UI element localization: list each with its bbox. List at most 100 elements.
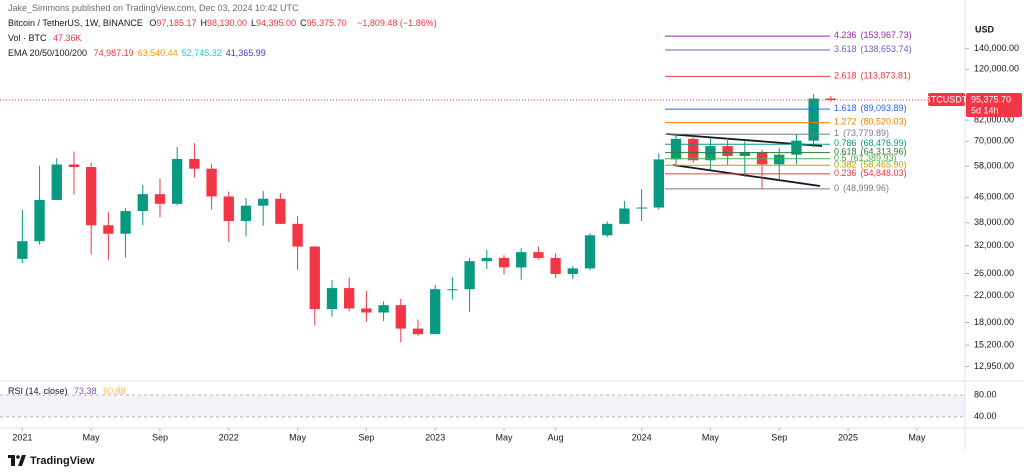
fib-ratio: 4.236 xyxy=(834,30,857,40)
fib-label: 1.272 (80,520.03) xyxy=(834,117,907,127)
x-tick-label: Sep xyxy=(771,432,787,442)
currency: USD xyxy=(975,24,995,34)
fib-price: (138,653.74) xyxy=(861,44,912,54)
volume-label: Vol · BTC xyxy=(8,33,47,43)
candle-body xyxy=(326,288,338,310)
fib-label: 0.5 (61,389.93) xyxy=(834,153,897,163)
candle-body xyxy=(653,159,664,208)
candle-body xyxy=(68,164,80,168)
fib-ratio: 2.618 xyxy=(834,71,857,81)
fib-label: 2.618 (113,873.81) xyxy=(834,71,911,81)
fib-price: (89,093.89) xyxy=(861,103,907,113)
x-tick-label: May xyxy=(83,432,101,442)
candle-body xyxy=(619,208,630,224)
candle-body xyxy=(602,223,613,236)
fib-ratio: 0.5 xyxy=(834,153,847,163)
candle-body xyxy=(533,252,544,258)
fib-ratio: 0.382 xyxy=(834,160,857,170)
x-tick-label: 2023 xyxy=(425,432,445,442)
ohlc-key: H xyxy=(200,18,207,28)
fib-price: (48,999.96) xyxy=(843,183,889,193)
fib-ratio: 0.786 xyxy=(834,139,857,149)
ema-value: 63,540.44 xyxy=(137,48,178,58)
fib-price: (58,465.90) xyxy=(861,160,907,170)
ohlc-key: C xyxy=(300,18,307,28)
candle-body xyxy=(206,168,217,197)
ema-label: EMA 20/50/100/200 xyxy=(8,48,88,58)
logo xyxy=(8,455,26,466)
publisher: Jake_Simmons published on TradingView.co… xyxy=(8,3,299,13)
y-tick-label: 70,000.00 xyxy=(974,136,1014,146)
ema-value: 41,365.99 xyxy=(225,48,266,58)
y-tick-label: 82,000.00 xyxy=(974,115,1014,125)
fib-price: (113,873.81) xyxy=(861,71,911,81)
y-tick-label: 140,000.00 xyxy=(974,43,1019,53)
ohlc-key: O xyxy=(149,18,157,28)
y-tick-label: 38,000.00 xyxy=(974,217,1014,227)
y-tick-label: 12,950.00 xyxy=(974,361,1014,371)
ohlc-value: 97,185.17 xyxy=(156,18,197,28)
fib-price: (64,313.96) xyxy=(861,147,907,157)
symbol: Bitcoin / TetherUS, 1W, BINANCE xyxy=(8,18,143,28)
candle-body xyxy=(395,305,406,329)
x-tick-label: May xyxy=(702,432,720,442)
channel-line xyxy=(672,164,821,187)
fib-ratio: 1 xyxy=(834,129,839,139)
ema-line: EMA 20/50/100/200 74,987.19 63,540.44 52,7… xyxy=(8,48,274,58)
price-tag-value: 95,375.70 xyxy=(971,94,1011,104)
fib-price: (153,967.73) xyxy=(861,30,912,40)
candle-body xyxy=(464,261,475,290)
candle-body xyxy=(223,196,234,222)
candle-body xyxy=(189,158,200,169)
rsi-band xyxy=(0,395,965,417)
candle-body xyxy=(17,241,28,259)
rsi-value: 73.38 xyxy=(74,386,97,396)
ohlc-value: 95,375.70 xyxy=(306,18,347,28)
volume-value: 47.36K xyxy=(53,33,82,43)
candle-body xyxy=(412,328,424,335)
candle-body xyxy=(172,158,183,204)
candle-body xyxy=(498,257,510,268)
candle-body xyxy=(240,205,252,222)
fib-ratio: 1.272 xyxy=(834,117,857,127)
fib-label: 0.786 (68,476.99) xyxy=(834,139,907,149)
candle-body xyxy=(103,225,114,234)
x-tick-label: Aug xyxy=(548,432,564,442)
symbol-line: Bitcoin / TetherUS, 1W, BINANCE O97,185.… xyxy=(8,18,441,28)
y-tick-label: 22,000.00 xyxy=(974,290,1014,300)
fib-price: (61,389.93) xyxy=(851,153,897,163)
rsi-tick-label: 80.00 xyxy=(974,389,997,399)
price-tag-countdown: 5d 14h xyxy=(971,105,999,115)
price-tag-symbol-bg xyxy=(928,92,965,106)
candle-body xyxy=(292,223,303,247)
x-tick-label: Sep xyxy=(152,432,168,442)
candle-body xyxy=(481,257,492,262)
candle-body xyxy=(756,151,768,165)
candle-body xyxy=(154,194,166,204)
x-tick-label: May xyxy=(908,432,926,442)
candle-body xyxy=(344,288,355,309)
y-tick-label: 18,000.00 xyxy=(974,317,1014,327)
fib-price: (54,848.03) xyxy=(861,168,907,178)
candle-body xyxy=(120,211,131,234)
fib-ratio: 3.618 xyxy=(834,44,857,54)
candle-body xyxy=(137,194,148,212)
footer: TradingView xyxy=(8,455,95,467)
y-tick-label: 58,000.00 xyxy=(974,161,1014,171)
ema-value: 52,745.32 xyxy=(181,48,222,58)
y-tick-label: 32,000.00 xyxy=(974,240,1014,250)
candle-body xyxy=(688,138,699,161)
price-tag-symbol: BTCUSDT xyxy=(925,94,968,104)
candle-body xyxy=(309,246,320,310)
fib-label: 0.236 (54,848.03) xyxy=(834,168,907,178)
ema-value: 74,987.19 xyxy=(93,48,134,58)
y-tick-label: 120,000.00 xyxy=(974,64,1019,74)
x-tick-label: May xyxy=(289,432,307,442)
x-tick-label: 2025 xyxy=(838,432,858,442)
candle-body xyxy=(275,198,286,224)
fib-label: 0.618 (64,313.96) xyxy=(834,147,907,157)
footer-brand: TradingView xyxy=(30,455,95,467)
candle-body xyxy=(808,98,819,141)
fib-label: 0 (48,999.96) xyxy=(834,183,889,193)
